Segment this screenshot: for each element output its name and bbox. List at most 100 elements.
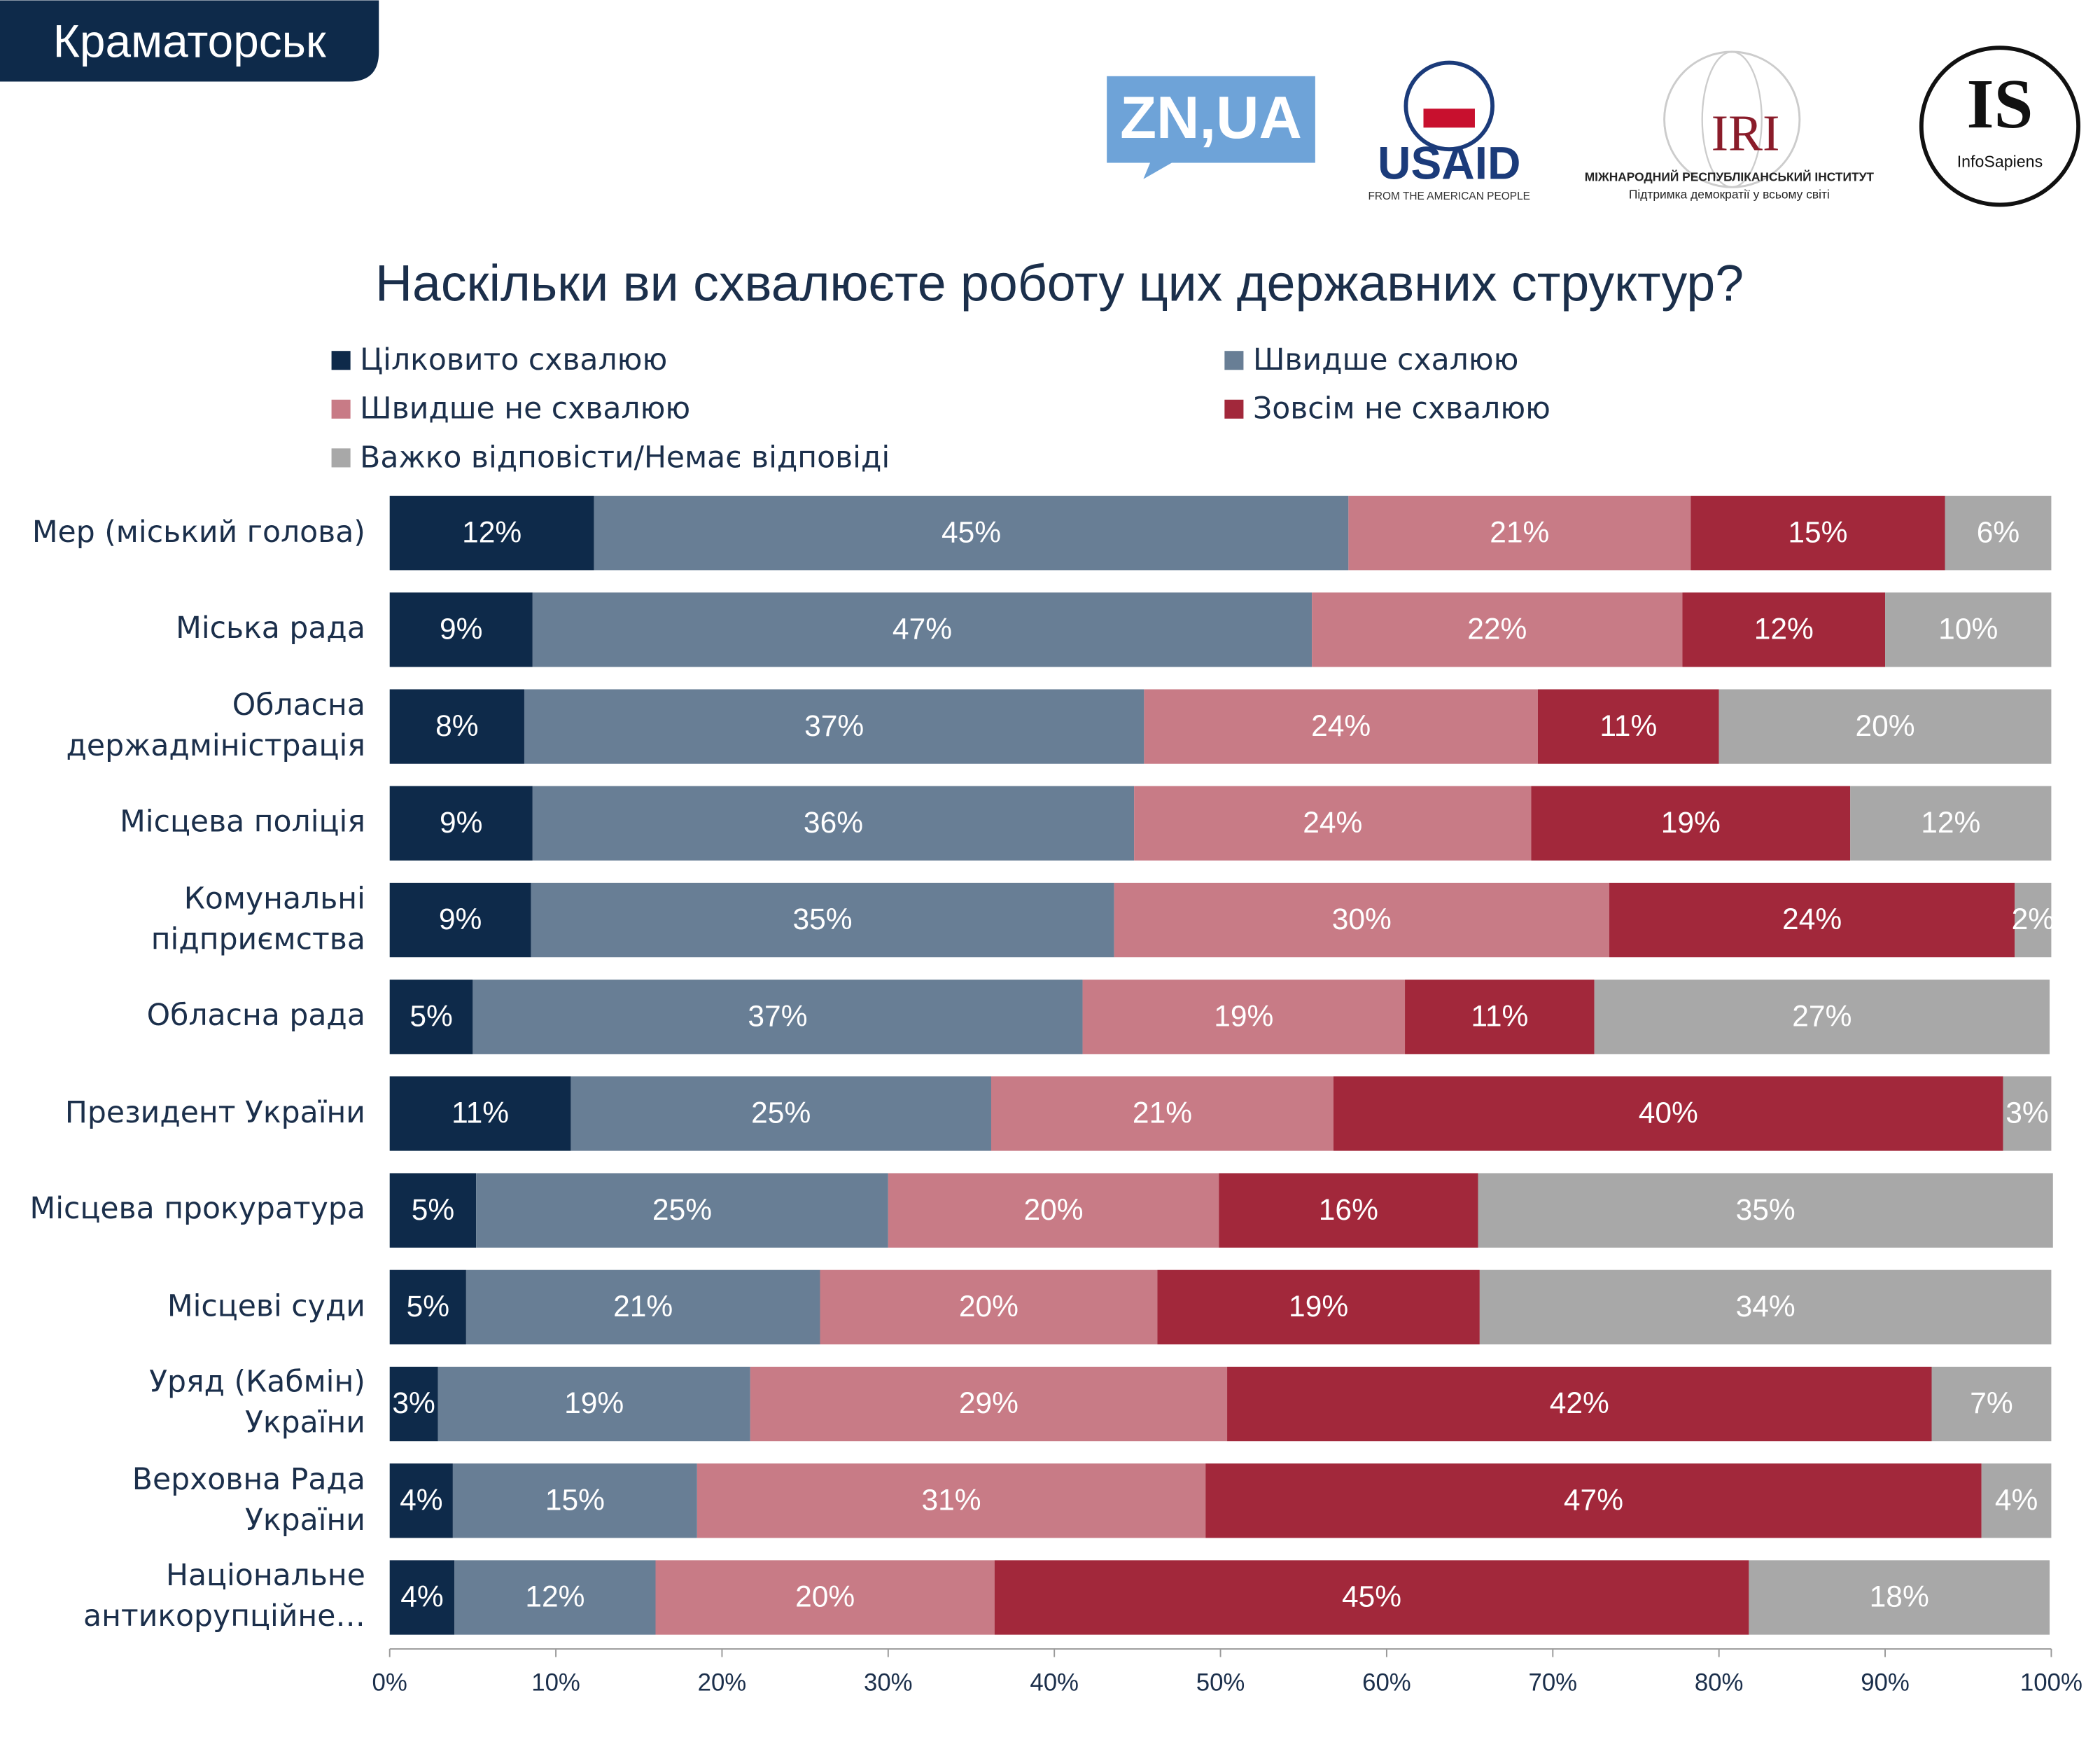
bar-segment [389, 1560, 455, 1635]
data-label: 8% [435, 710, 478, 743]
category-label-box: Комунальні підприємства [151, 882, 365, 956]
bar-segment [1134, 786, 1532, 861]
bar-segment [389, 1366, 438, 1442]
bar-segment [1479, 1269, 2052, 1345]
bar-segment [2015, 882, 2052, 958]
bar-segment [472, 980, 1083, 1055]
data-label: 20% [959, 1290, 1018, 1323]
logo-text: Підтримка демократії у всьому світі [1629, 187, 1830, 201]
data-label: 21% [1133, 1097, 1192, 1130]
usaid-seal-stripes [1423, 109, 1475, 128]
bar-segment [389, 1269, 466, 1345]
legend-label: Цілковито схвалюю [360, 343, 667, 377]
legend-label: Важко відповісти/Немає відповіді [360, 440, 890, 475]
data-label: 9% [440, 613, 482, 646]
data-label: 20% [795, 1581, 855, 1614]
bar-segment [994, 1560, 1749, 1635]
bar-segment [389, 1463, 453, 1538]
bar-segment [1850, 786, 2052, 861]
data-label: 31% [921, 1484, 981, 1517]
data-label: 37% [804, 710, 864, 743]
data-label: 45% [1342, 1581, 1401, 1614]
city: Краматорськ [53, 16, 327, 67]
bar-segment [1682, 592, 1886, 667]
bar-segment [1312, 592, 1683, 667]
bar-segment [452, 1463, 697, 1538]
data-label: 4% [1995, 1484, 2038, 1517]
bar-segment [1114, 882, 1610, 958]
bar-segment [532, 786, 1135, 861]
category-label-box: Місцеві суди [167, 1289, 365, 1324]
bar-segment [532, 592, 1312, 667]
legend-swatch [1224, 351, 1244, 370]
bar-segment [389, 592, 533, 667]
category-label-box: Місцева прокуратура [29, 1192, 365, 1227]
data-label: 2% [2012, 903, 2054, 936]
bar-segment [1690, 496, 1945, 571]
city-banner [0, 0, 379, 82]
x-tick-label: 100% [2020, 1669, 2082, 1696]
data-label: 15% [1788, 516, 1847, 549]
data-label: 37% [748, 1000, 807, 1033]
data-label: 5% [407, 1290, 449, 1323]
data-label: 10% [1938, 613, 1998, 646]
bar-segment [750, 1366, 1228, 1442]
category-label: Обласна держадміністрація [66, 688, 365, 763]
data-label: 4% [400, 1581, 443, 1614]
data-label: 30% [1332, 903, 1392, 936]
category-label: Президент України [64, 1096, 365, 1130]
x-tick-label: 10% [531, 1669, 580, 1696]
data-label: 42% [1550, 1387, 1609, 1420]
data-label: 16% [1319, 1194, 1378, 1227]
logo-text: IS [1966, 64, 2033, 143]
x-tick-label: 0% [372, 1669, 407, 1696]
category-label: Місцева прокуратура [29, 1192, 365, 1227]
category-label-box: Обласна держадміністрація [66, 688, 365, 763]
data-label: 9% [439, 903, 482, 936]
bar-segment [438, 1366, 750, 1442]
data-label: 3% [2005, 1097, 2048, 1130]
legend-swatch [331, 399, 351, 419]
bar-segment [524, 689, 1144, 764]
bar-segment [990, 1076, 1334, 1151]
category-label-box: Обласна рада [147, 999, 365, 1033]
x-tick-label: 60% [1362, 1669, 1411, 1696]
x-tick-label: 40% [1030, 1669, 1079, 1696]
data-label: 4% [400, 1484, 442, 1517]
legend-swatch [1224, 399, 1244, 419]
bar-segment [1348, 496, 1691, 571]
legend-swatch [331, 351, 351, 370]
data-label: 24% [1311, 710, 1371, 743]
data-label: 25% [652, 1194, 712, 1227]
bar-segment [1157, 1269, 1480, 1345]
bar-segment [1333, 1076, 2003, 1151]
data-label: 36% [804, 807, 863, 840]
data-label: 21% [613, 1290, 673, 1323]
data-label: 11% [451, 1097, 509, 1130]
data-label: 18% [1870, 1581, 1929, 1614]
bar-segment [888, 1173, 1219, 1248]
bar-segment [1594, 980, 2050, 1055]
data-label: 7% [1970, 1387, 2012, 1420]
logo-text: FROM THE AMERICAN PEOPLE [1368, 190, 1530, 202]
bar-segment [1478, 1173, 2053, 1248]
bar-segment [820, 1269, 1158, 1345]
data-label: 11% [1600, 710, 1657, 743]
category-label-box: Уряд (Кабмін) України [149, 1366, 365, 1440]
bar-segment [1718, 689, 2052, 764]
zn-logo-box [1107, 76, 1315, 163]
x-tick-label: 90% [1861, 1669, 1910, 1696]
category-label-box: Мер (міський голова) [32, 515, 365, 549]
bar-segment [531, 882, 1114, 958]
data-label: 47% [892, 613, 952, 646]
bar-segment [476, 1173, 888, 1248]
bar-segment [389, 1076, 571, 1151]
logo-text: МІЖНАРОДНИЙ РЕСПУБЛІКАНСЬКИЙ ІНСТИТУТ [1585, 169, 1875, 183]
legend-label: Зовсім не схвалюю [1253, 392, 1550, 426]
data-label: 29% [959, 1387, 1018, 1420]
data-label: 24% [1303, 807, 1362, 840]
category-label-box: Місцева поліція [120, 806, 365, 840]
logo-text: USAID [1378, 138, 1520, 189]
bar-segment [1227, 1366, 1932, 1442]
category-label: Місцеві суди [167, 1289, 365, 1324]
